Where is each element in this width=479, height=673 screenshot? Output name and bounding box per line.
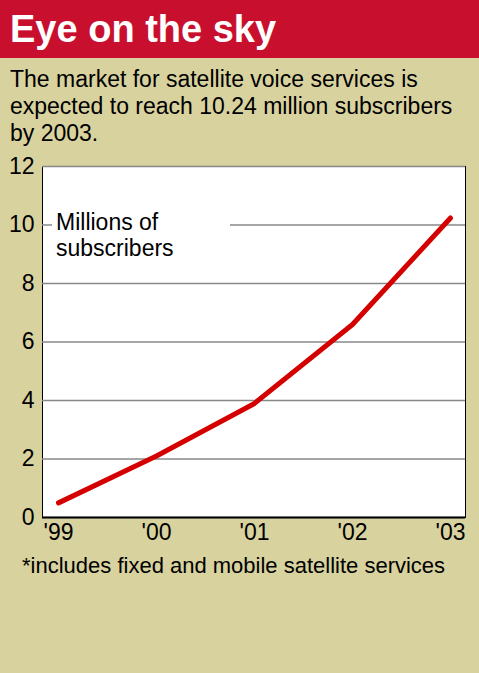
svg-text:'99: '99 — [44, 519, 74, 545]
svg-text:'01: '01 — [240, 519, 270, 545]
svg-text:'00: '00 — [142, 519, 172, 545]
svg-text:'03: '03 — [436, 519, 466, 545]
svg-text:4: 4 — [22, 387, 35, 413]
svg-text:12: 12 — [9, 153, 35, 179]
html-text:*includes fixed and mobile sat: *includes fixed and mobile satellite ser… — [22, 553, 446, 578]
svg-text:0: 0 — [22, 504, 35, 530]
svg-text:'02: '02 — [338, 519, 368, 545]
svg-text:10: 10 — [9, 211, 35, 237]
html-text:The market for satellite voice: The market for satellite voice services … — [10, 66, 453, 146]
svg-text:2: 2 — [22, 445, 35, 471]
svg-text:8: 8 — [22, 270, 35, 296]
html-text:Millions of subscribers: Millions of subscribers — [56, 209, 174, 261]
html-text:Eye on the sky: Eye on the sky — [10, 8, 277, 50]
svg-text:6: 6 — [22, 328, 35, 354]
